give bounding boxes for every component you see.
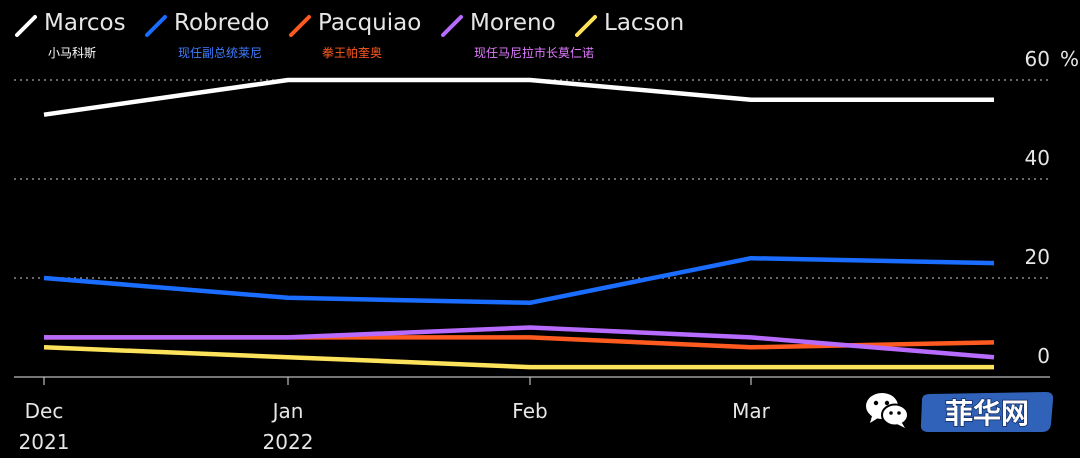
legend-subtitle-robredo: 现任副总统莱尼: [178, 46, 263, 60]
y-tick-label-0: 0: [1037, 344, 1050, 368]
x-axis-ticks: Dec 2021 Jan 2022 Feb Mar: [19, 377, 771, 454]
series-lines: [43, 77, 995, 370]
y-tick-label-20: 20: [1025, 245, 1050, 269]
legend-subtitle-marcos: 小马科斯: [48, 46, 97, 60]
series-line-lacson: [43, 345, 994, 370]
legend-label-moreno: Moreno: [470, 10, 556, 36]
wechat-icon: [866, 393, 909, 428]
legend-swatch-robredo: [145, 15, 167, 37]
legend-subtitle-moreno: 现任马尼拉市长莫仁诺: [474, 46, 595, 60]
y-axis-unit: %: [1060, 47, 1079, 71]
x-tick-label-1: Jan: [271, 399, 304, 423]
legend-label-marcos: Marcos: [44, 10, 126, 36]
legend-swatch-moreno: [441, 15, 463, 37]
x-tick-label-3: Mar: [732, 399, 771, 423]
legend-subtitle-pacquiao: 拳王帕奎奥: [322, 46, 383, 60]
legend-label-pacquiao: Pacquiao: [318, 10, 422, 36]
legend-swatch-marcos: [15, 15, 37, 37]
x-tick-label-0: Dec: [25, 399, 64, 423]
x-tick-year-label-0: 2021: [19, 430, 70, 454]
series-line-moreno: [44, 325, 995, 360]
legend-swatch-lacson: [575, 15, 597, 37]
watermark: 菲华网: [864, 384, 1060, 440]
gridlines: [14, 79, 1050, 279]
x-tick-year-label-1: 2022: [263, 430, 314, 454]
series-line-marcos: [43, 77, 994, 117]
x-tick-label-2: Feb: [512, 399, 547, 423]
y-axis-labels: 0 20 40 60%: [1025, 47, 1079, 368]
legend-label-robredo: Robredo: [174, 10, 270, 36]
watermark-badge: 菲华网: [920, 392, 1054, 432]
y-tick-label-60: 60: [1025, 47, 1050, 71]
y-tick-label-40: 40: [1025, 146, 1050, 170]
legend-swatch-pacquiao: [289, 15, 311, 37]
legend-label-lacson: Lacson: [604, 10, 685, 36]
watermark-text: 菲华网: [945, 397, 1029, 430]
series-line-robredo: [43, 255, 995, 306]
